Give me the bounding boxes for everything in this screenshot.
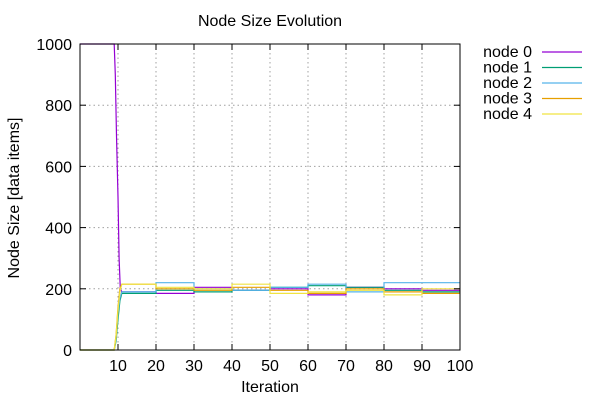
y-tick-label: 0 — [63, 343, 72, 360]
legend-label: node 3 — [483, 91, 532, 108]
legend-item-node-2: node 2 — [483, 75, 582, 92]
legend-label: node 4 — [483, 106, 532, 123]
x-tick-label: 50 — [261, 358, 279, 375]
legend-item-node-0: node 0 — [483, 44, 582, 61]
y-tick-label: 600 — [45, 159, 72, 176]
y-tick-label: 800 — [45, 98, 72, 115]
legend-item-node-3: node 3 — [483, 91, 582, 108]
series-line-node-0 — [80, 43, 460, 296]
x-tick-label: 60 — [299, 358, 317, 375]
legend-label: node 2 — [483, 75, 532, 92]
legend-item-node-1: node 1 — [483, 60, 582, 77]
x-tick-label: 40 — [223, 358, 241, 375]
x-tick-label: 70 — [337, 358, 355, 375]
legend-label: node 1 — [483, 60, 532, 77]
x-tick-label: 10 — [109, 358, 127, 375]
grid-lines — [80, 44, 460, 350]
legend-item-node-4: node 4 — [483, 106, 582, 123]
series-line-node-3 — [80, 283, 460, 351]
x-tick-label: 30 — [185, 358, 203, 375]
chart-title: Node Size Evolution — [198, 13, 342, 30]
series-lines — [80, 43, 460, 351]
x-tick-label: 90 — [413, 358, 431, 375]
x-tick-label: 20 — [147, 358, 165, 375]
y-tick-label: 1000 — [36, 37, 72, 54]
y-axis-label: Node Size [data items] — [6, 118, 23, 279]
series-line-node-4 — [80, 283, 460, 351]
x-tick-label: 100 — [447, 358, 474, 375]
x-axis-label: Iteration — [241, 379, 299, 396]
legend-label: node 0 — [483, 44, 532, 61]
y-tick-label: 200 — [45, 282, 72, 299]
y-tick-label: 400 — [45, 221, 72, 238]
x-tick-label: 80 — [375, 358, 393, 375]
